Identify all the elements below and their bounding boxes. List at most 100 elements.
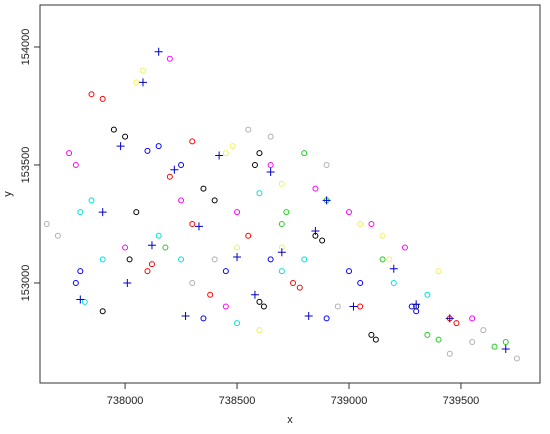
point bbox=[312, 185, 319, 192]
point bbox=[234, 244, 241, 251]
point bbox=[88, 197, 95, 204]
point bbox=[110, 126, 117, 133]
point bbox=[133, 209, 140, 216]
point bbox=[88, 91, 95, 98]
point bbox=[148, 261, 155, 268]
point bbox=[267, 133, 274, 140]
point bbox=[234, 209, 241, 216]
x-tick-label: 739000 bbox=[331, 395, 368, 407]
point bbox=[245, 232, 252, 239]
point bbox=[126, 256, 133, 263]
point bbox=[491, 343, 498, 350]
x-tick-label: 739500 bbox=[443, 395, 480, 407]
point bbox=[178, 161, 185, 168]
point bbox=[502, 338, 509, 345]
point bbox=[469, 338, 476, 345]
point bbox=[140, 67, 147, 74]
point bbox=[234, 320, 241, 327]
x-tick-label: 738500 bbox=[219, 395, 256, 407]
center-point bbox=[277, 248, 286, 257]
point bbox=[222, 150, 229, 157]
point bbox=[66, 150, 73, 157]
point bbox=[346, 209, 353, 216]
point bbox=[283, 209, 290, 216]
point bbox=[189, 279, 196, 286]
point bbox=[178, 256, 185, 263]
x-axis-label: x bbox=[287, 414, 293, 426]
center-point bbox=[98, 208, 107, 217]
center-point bbox=[233, 253, 242, 261]
point bbox=[200, 185, 207, 192]
point bbox=[144, 268, 151, 275]
point bbox=[357, 303, 364, 310]
x-tick-label: 738000 bbox=[107, 395, 144, 407]
point bbox=[211, 256, 218, 263]
point bbox=[200, 315, 207, 322]
point bbox=[278, 180, 285, 187]
point bbox=[72, 161, 79, 168]
y-tick-label: 153000 bbox=[20, 265, 32, 302]
point bbox=[211, 197, 218, 204]
point bbox=[256, 190, 263, 197]
point bbox=[278, 220, 285, 227]
point bbox=[469, 315, 476, 322]
point bbox=[43, 220, 50, 227]
center-point bbox=[389, 264, 398, 273]
point bbox=[229, 143, 236, 150]
point bbox=[334, 303, 341, 310]
center-point bbox=[445, 314, 454, 323]
point bbox=[368, 220, 375, 227]
center-point bbox=[215, 151, 224, 160]
point bbox=[301, 256, 308, 263]
point bbox=[408, 303, 415, 310]
point bbox=[346, 268, 353, 275]
point bbox=[207, 291, 214, 298]
point bbox=[144, 147, 151, 154]
point bbox=[122, 133, 129, 140]
center-point bbox=[412, 300, 421, 309]
point bbox=[189, 220, 196, 227]
point bbox=[301, 150, 308, 157]
point bbox=[372, 336, 379, 343]
point bbox=[480, 327, 487, 334]
point bbox=[99, 95, 106, 102]
point bbox=[222, 303, 229, 310]
point bbox=[256, 150, 263, 157]
point bbox=[357, 220, 364, 227]
point bbox=[357, 279, 364, 286]
center-point bbox=[349, 302, 358, 311]
point bbox=[260, 303, 267, 310]
point bbox=[319, 237, 326, 244]
point bbox=[77, 209, 84, 216]
point bbox=[77, 268, 84, 275]
center-point bbox=[250, 290, 259, 299]
plot-frame bbox=[39, 4, 541, 384]
center-point bbox=[147, 241, 156, 250]
point bbox=[256, 327, 263, 334]
point bbox=[379, 256, 386, 263]
point bbox=[435, 268, 442, 275]
point bbox=[424, 291, 431, 298]
center-point bbox=[311, 227, 320, 236]
point bbox=[267, 161, 274, 168]
point bbox=[267, 256, 274, 263]
point bbox=[72, 279, 79, 286]
point bbox=[99, 256, 106, 263]
point bbox=[296, 284, 303, 291]
point bbox=[323, 161, 330, 168]
center-point bbox=[304, 311, 313, 320]
point bbox=[166, 55, 173, 62]
point bbox=[245, 126, 252, 133]
center-point bbox=[194, 222, 203, 231]
y-tick-label: 154000 bbox=[20, 29, 32, 66]
point bbox=[189, 138, 196, 145]
point bbox=[133, 79, 140, 86]
point bbox=[155, 143, 162, 150]
point bbox=[290, 279, 297, 286]
point bbox=[251, 161, 258, 168]
center-point bbox=[139, 78, 147, 87]
center-point bbox=[123, 278, 132, 287]
point bbox=[155, 232, 162, 239]
center-point bbox=[266, 168, 275, 177]
